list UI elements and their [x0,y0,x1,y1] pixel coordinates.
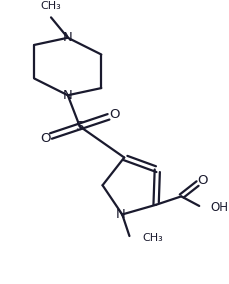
Text: S: S [76,120,84,133]
Text: O: O [198,174,208,187]
Text: CH₃: CH₃ [143,233,163,243]
Text: N: N [116,208,126,221]
Text: CH₃: CH₃ [41,1,61,11]
Text: O: O [109,108,120,121]
Text: O: O [40,132,50,145]
Text: N: N [63,31,73,44]
Text: OH: OH [210,201,228,214]
Text: N: N [63,89,73,102]
